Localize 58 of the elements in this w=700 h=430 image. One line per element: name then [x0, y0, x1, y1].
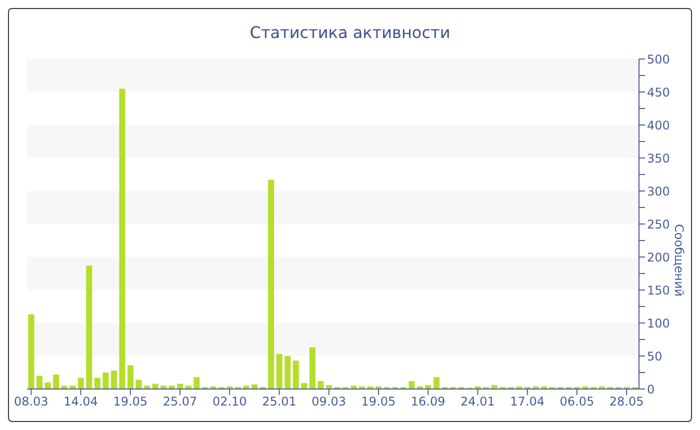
x-tick-label: 19.05 [113, 394, 148, 409]
bar [168, 386, 175, 389]
bar [309, 347, 316, 389]
y-tick-label: 100 [647, 316, 670, 330]
x-tick-label: 24.01 [460, 394, 495, 409]
y-tick-label: 50 [647, 349, 662, 364]
bar [350, 386, 357, 389]
y-tick-label: 400 [647, 118, 670, 132]
x-tick-label: 02.10 [212, 394, 247, 409]
y-tick-label: 0 [647, 382, 655, 396]
x-tick-label: 09.03 [312, 394, 346, 409]
bar [433, 377, 440, 389]
y-tick-label: 200 [647, 250, 670, 264]
bar [408, 381, 415, 389]
bar [185, 386, 192, 389]
x-tick-label: 25.01 [262, 394, 296, 409]
x-tick-label: 17.04 [510, 394, 545, 409]
bar [284, 356, 291, 389]
bar [61, 386, 68, 389]
bar [28, 314, 34, 389]
bar [53, 374, 60, 389]
bar [318, 381, 324, 389]
bar [243, 386, 250, 389]
x-tick-label: 14.04 [64, 394, 98, 409]
y-tick-label: 350 [647, 151, 670, 166]
y-tick-label: 450 [647, 85, 670, 100]
bar [292, 360, 299, 389]
bar [144, 386, 150, 389]
bar [301, 383, 308, 389]
y-tick-label: 500 [647, 52, 670, 66]
bar [70, 386, 76, 389]
y-tick-label: 250 [647, 217, 670, 232]
y-axis-title: Сообщений [672, 224, 686, 297]
bar [177, 384, 184, 389]
y-tick-label: 300 [647, 184, 670, 198]
bar [36, 376, 43, 389]
bar [194, 377, 200, 389]
bar [160, 386, 167, 389]
x-tick-label: 19.05 [361, 394, 396, 409]
bar [102, 372, 109, 389]
bar [119, 88, 126, 389]
bar [94, 378, 100, 389]
x-tick-label: 28.05 [609, 394, 644, 409]
bar [110, 370, 117, 389]
bar [276, 354, 282, 389]
y-tick-label: 150 [647, 283, 670, 298]
bar [152, 384, 158, 389]
bar [127, 365, 134, 389]
bar [86, 266, 92, 389]
x-tick-label: 16.09 [410, 394, 446, 409]
bar [78, 378, 84, 389]
chart-title: Статистика активности [248, 22, 452, 44]
bar [136, 380, 142, 389]
bar [44, 382, 51, 389]
x-tick-label: 08.03 [14, 394, 48, 409]
bar [268, 180, 274, 389]
x-tick-label: 06.05 [560, 394, 594, 409]
x-tick-label: 25.07 [162, 394, 198, 409]
